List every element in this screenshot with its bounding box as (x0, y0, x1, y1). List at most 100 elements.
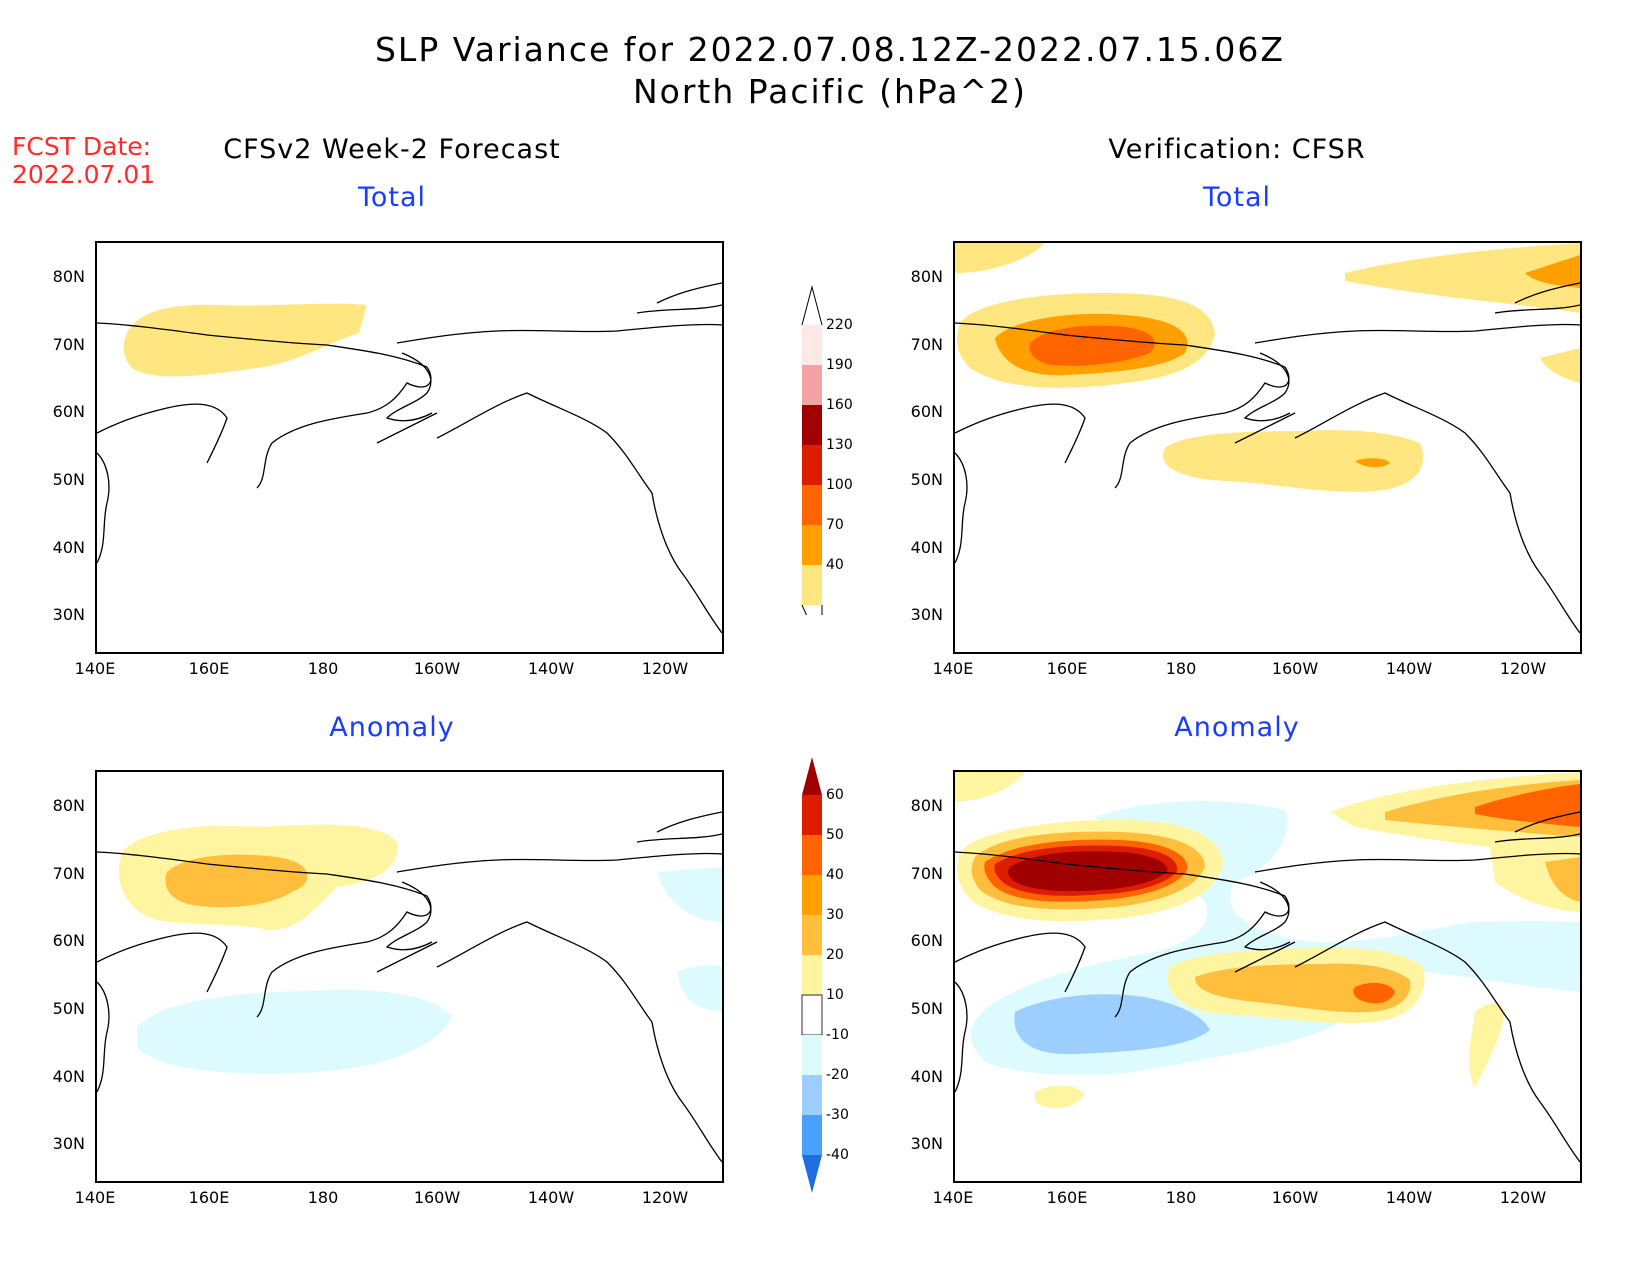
verification-anomaly-title: Anomaly (1174, 712, 1300, 743)
forecast-total-lat-tick: 70N (52, 335, 85, 354)
anomaly-fill (677, 965, 722, 1012)
coastline (97, 282, 722, 634)
variance-fill (1163, 430, 1423, 492)
anomaly-fill (1475, 784, 1580, 827)
colorbar-box (802, 485, 822, 525)
verification-anomaly-lon-tick: 160W (1271, 1188, 1319, 1207)
colorbar-tick-label: 20 (826, 947, 844, 963)
verification-total-lat-tick: 40N (910, 538, 943, 557)
variance-fill (1540, 348, 1580, 383)
anomaly-fill (1014, 994, 1210, 1055)
coastline (97, 811, 722, 1163)
anomaly-fill (1469, 1003, 1505, 1087)
verification-anomaly-lat-tick: 50N (910, 999, 943, 1018)
verification-anomaly-map (953, 770, 1582, 1183)
colorbar-box (802, 875, 822, 915)
verification-total-lat-tick: 50N (910, 470, 943, 489)
colorbar-box (802, 405, 822, 445)
anomaly-fill (165, 854, 308, 908)
variance-fill (955, 243, 1045, 273)
verification-total-lat-tick: 60N (910, 402, 943, 421)
colorbar-box (802, 915, 822, 955)
colorbar-box (802, 835, 822, 875)
colorbar-tick-label: -10 (826, 1027, 849, 1043)
verification-anomaly-lon-tick: 140E (932, 1188, 974, 1207)
anomaly-colorbar (797, 755, 827, 1195)
verification-total-title: Total (1202, 182, 1272, 213)
forecast-total-map (95, 241, 724, 654)
variance-fill (123, 303, 367, 377)
forecast-anomaly-map (95, 770, 724, 1183)
fcst-date-label: FCST Date: (12, 132, 152, 161)
colorbar-tick-label: 160 (826, 397, 853, 413)
forecast-total-lon-tick: 180 (307, 659, 339, 678)
colorbar-box (802, 795, 822, 835)
main-title: SLP Variance for 2022.07.08.12Z-2022.07.… (374, 30, 1286, 69)
verification-anomaly-lat-tick: 30N (910, 1134, 943, 1153)
variance-fill (1525, 255, 1580, 288)
colorbar-box (802, 325, 822, 365)
colorbar-tick-label: 60 (826, 787, 844, 803)
forecast-total-lat-tick: 50N (52, 470, 85, 489)
anomaly-fill (137, 989, 452, 1074)
verification-total-lon-tick: 160W (1271, 659, 1319, 678)
forecast-anomaly-lon-tick: 120W (641, 1188, 689, 1207)
forecast-anomaly-lat-tick: 70N (52, 864, 85, 883)
colorbar-box (802, 525, 822, 565)
forecast-anomaly-lat-tick: 50N (52, 999, 85, 1018)
colorbar-box (802, 1115, 822, 1155)
verification-total-lon-tick: 160E (1046, 659, 1088, 678)
colorbar-top-arrow (802, 757, 822, 795)
colorbar-tick-label: 130 (826, 437, 853, 453)
forecast-anomaly-lon-tick: 140E (74, 1188, 116, 1207)
fcst-date-value: 2022.07.01 (12, 160, 156, 189)
anomaly-fill (657, 867, 722, 922)
verification-anomaly-lon-tick: 120W (1499, 1188, 1547, 1207)
colorbar-box (801, 994, 823, 1036)
verification-total-lat-tick: 30N (910, 605, 943, 624)
forecast-total-lat-tick: 40N (52, 538, 85, 557)
anomaly-fill (955, 772, 1025, 802)
anomaly-fill (1035, 1085, 1085, 1109)
colorbar-tick-label: 100 (826, 477, 853, 493)
forecast-anomaly-lon-tick: 180 (307, 1188, 339, 1207)
colorbar-tick-label: -20 (826, 1067, 849, 1083)
forecast-anomaly-lat-tick: 40N (52, 1067, 85, 1086)
forecast-anomaly-lat-tick: 60N (52, 931, 85, 950)
anomaly-fill (1545, 857, 1580, 902)
colorbar-tick-label: 40 (826, 867, 844, 883)
colorbar-tick-label: 40 (826, 557, 844, 573)
variance-fill (1029, 325, 1155, 366)
forecast-anomaly-lat-tick: 80N (52, 796, 85, 815)
forecast-total-lat-tick: 80N (52, 267, 85, 286)
colorbar-box (802, 1035, 822, 1075)
verification-anomaly-lat-tick: 40N (910, 1067, 943, 1086)
forecast-anomaly-lat-tick: 30N (52, 1134, 85, 1153)
verification-anomaly-lon-tick: 160E (1046, 1188, 1088, 1207)
colorbar-box (802, 955, 822, 995)
forecast-total-title: Total (357, 182, 427, 213)
colorbar-tick-label: 220 (826, 317, 853, 333)
forecast-total-lon-tick: 140E (74, 659, 116, 678)
forecast-anomaly-lon-tick: 160E (188, 1188, 230, 1207)
forecast-anomaly-lon-tick: 160W (413, 1188, 461, 1207)
verification-total-lat-tick: 70N (910, 335, 943, 354)
anomaly-fill (1195, 963, 1411, 1013)
colorbar-tick-label: -40 (826, 1147, 849, 1163)
verification-anomaly-lat-tick: 70N (910, 864, 943, 883)
verification-column-title: Verification: CFSR (1108, 134, 1366, 165)
verification-anomaly-lat-tick: 60N (910, 931, 943, 950)
variance-fill (1345, 243, 1580, 313)
coastline (955, 282, 1580, 634)
main-subtitle: North Pacific (hPa^2) (632, 72, 1028, 111)
forecast-total-lon-tick: 160E (188, 659, 230, 678)
colorbar-top-arrow (801, 285, 823, 326)
forecast-anomaly-lon-tick: 140W (527, 1188, 575, 1207)
forecast-total-lon-tick: 120W (641, 659, 689, 678)
verification-anomaly-lon-tick: 140W (1385, 1188, 1433, 1207)
colorbar-box (802, 1075, 822, 1115)
forecast-total-lat-tick: 60N (52, 402, 85, 421)
colorbar-tick-label: 30 (826, 907, 844, 923)
colorbar-box (802, 565, 822, 605)
verification-total-lon-tick: 120W (1499, 659, 1547, 678)
